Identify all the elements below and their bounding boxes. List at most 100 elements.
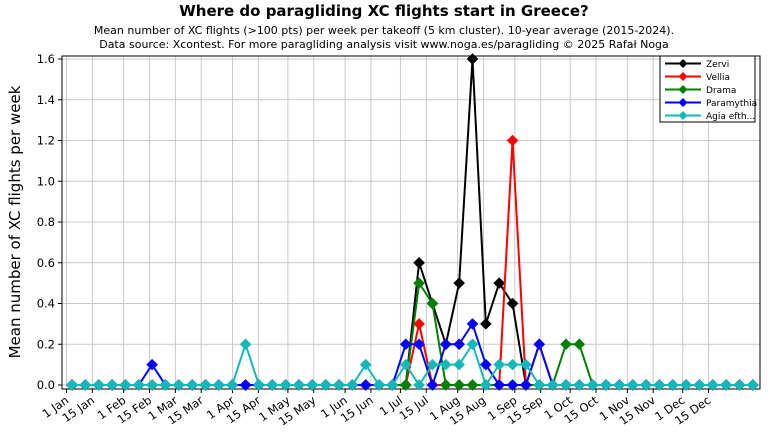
y-tick-label: 1.2 (37, 134, 55, 148)
chart-subtitle-line2: Data source: Xcontest. For more paraglid… (99, 38, 669, 51)
series-marker-Agia efth... (533, 379, 546, 391)
series-marker-Zervi (480, 318, 492, 330)
series-marker-Agia efth... (79, 379, 92, 391)
y-axis-label: Mean number of XC flights per week (6, 85, 24, 358)
series-marker-Paramythia (440, 338, 452, 351)
series-marker-Drama (399, 379, 412, 391)
series-marker-Paramythia (533, 338, 546, 351)
y-tick-label: 1.4 (37, 93, 55, 107)
series-line-Drama (72, 282, 753, 386)
chart-subtitle-line1: Mean number of XC flights (>100 pts) per… (93, 24, 675, 37)
series-marker-Paramythia (453, 338, 465, 351)
series-marker-Agia efth... (373, 379, 385, 391)
series-marker-Agia efth... (186, 379, 198, 391)
legend-marker (678, 98, 688, 107)
series-marker-Agia efth... (119, 379, 132, 391)
series-marker-Paramythia (493, 379, 505, 391)
series-marker-Agia efth... (613, 379, 626, 391)
series-marker-Paramythia (480, 358, 492, 371)
series-marker-Agia efth... (600, 379, 612, 391)
series-marker-Agia efth... (466, 338, 479, 351)
series-marker-Drama (440, 379, 452, 391)
series-marker-Agia efth... (226, 379, 238, 391)
series-marker-Paramythia (359, 379, 372, 391)
series-marker-Agia efth... (293, 379, 305, 391)
series-marker-Drama (466, 379, 479, 391)
legend-label-Zervi: Zervi (706, 60, 729, 70)
series-marker-Zervi (453, 277, 465, 289)
series-marker-Agia efth... (733, 379, 746, 391)
series-marker-Agia efth... (319, 379, 332, 391)
series-marker-Paramythia (520, 379, 532, 391)
series-marker-Paramythia (506, 379, 519, 391)
series-marker-Agia efth... (626, 379, 639, 391)
legend-label-Paramythia: Paramythia (706, 99, 757, 109)
series-marker-Agia efth... (199, 379, 212, 391)
series-marker-Agia efth... (720, 379, 732, 391)
series-marker-Agia efth... (239, 338, 252, 351)
series-marker-Drama (573, 338, 586, 351)
series-marker-Zervi (493, 277, 505, 289)
series-marker-Agia efth... (440, 358, 452, 371)
series-marker-Agia efth... (266, 379, 279, 391)
series-marker-Agia efth... (306, 379, 319, 391)
series-marker-Agia efth... (506, 358, 519, 371)
series-marker-Agia efth... (707, 379, 719, 391)
series-marker-Agia efth... (146, 379, 158, 391)
series-marker-Paramythia (413, 338, 425, 351)
y-tick-label: 0.6 (37, 256, 55, 270)
series-marker-Vellia (506, 134, 519, 147)
x-tick-label: 15 Jul (397, 393, 431, 423)
series-marker-Paramythia (146, 358, 158, 371)
series-marker-Agia efth... (573, 379, 586, 391)
series-marker-Agia efth... (106, 379, 118, 391)
series-marker-Drama (426, 297, 439, 310)
series-marker-Agia efth... (66, 379, 78, 391)
y-tick-label: 0.0 (37, 378, 55, 392)
series-marker-Agia efth... (640, 379, 652, 391)
series-marker-Agia efth... (213, 379, 225, 391)
legend-label-Drama: Drama (706, 86, 736, 96)
series-marker-Agia efth... (413, 379, 425, 391)
series-marker-Agia efth... (480, 379, 492, 391)
series-marker-Agia efth... (747, 379, 759, 391)
legend-marker (678, 111, 688, 120)
series-marker-Agia efth... (453, 358, 465, 371)
series-marker-Agia efth... (92, 379, 105, 391)
series-line-Agia efth... (72, 343, 753, 386)
series-marker-Agia efth... (680, 379, 692, 391)
legend-marker (678, 59, 688, 68)
series-marker-Agia efth... (586, 379, 599, 391)
series-marker-Drama (560, 338, 572, 351)
y-tick-label: 0.4 (37, 297, 55, 311)
series-marker-Zervi (413, 256, 425, 269)
series-marker-Agia efth... (399, 358, 412, 371)
series-marker-Agia efth... (426, 358, 439, 371)
series-marker-Paramythia (399, 338, 412, 351)
series-marker-Agia efth... (173, 379, 185, 391)
series-marker-Agia efth... (359, 358, 372, 371)
y-tick-label: 1.6 (37, 52, 55, 66)
series-marker-Drama (453, 379, 465, 391)
series-marker-Agia efth... (253, 379, 265, 391)
series-marker-Agia efth... (546, 379, 559, 391)
series-marker-Agia efth... (560, 379, 572, 391)
y-tick-label: 0.2 (37, 337, 55, 351)
chart-title: Where do paragliding XC flights start in… (179, 2, 589, 20)
series-marker-Agia efth... (346, 379, 359, 391)
series-marker-Zervi (466, 53, 479, 65)
series-marker-Agia efth... (653, 379, 666, 391)
legend-label-Agia efth...: Agia efth... (706, 112, 755, 122)
legend-label-Vellia: Vellia (706, 73, 730, 83)
series-marker-Agia efth... (159, 379, 172, 391)
series-marker-Paramythia (426, 379, 439, 391)
series-marker-Agia efth... (132, 379, 145, 391)
legend-marker (678, 72, 688, 81)
y-tick-label: 1.0 (37, 174, 55, 188)
series-marker-Vellia (413, 318, 425, 330)
series-marker-Agia efth... (279, 379, 292, 391)
series-marker-Drama (413, 277, 425, 289)
y-tick-label: 0.8 (37, 215, 55, 229)
series-marker-Agia efth... (520, 358, 532, 371)
